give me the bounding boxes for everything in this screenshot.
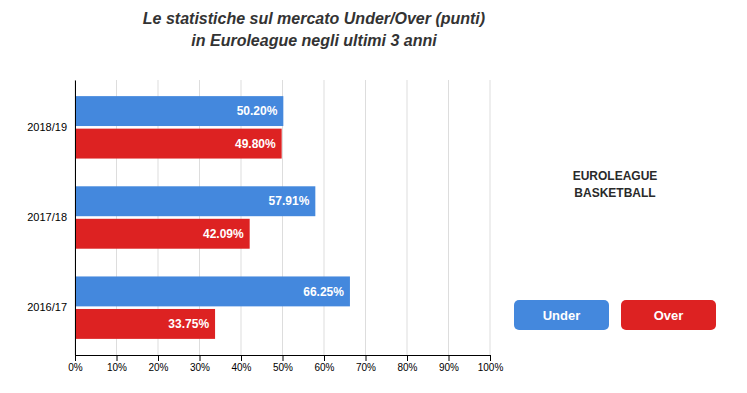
x-tick: 20% — [148, 355, 168, 373]
y-tick: 2018/19 — [27, 121, 75, 133]
bar — [75, 276, 350, 306]
bar — [75, 186, 315, 216]
y-tick-label: 2018/19 — [27, 121, 67, 133]
grid-line — [75, 80, 76, 355]
x-tick-mark — [241, 355, 242, 361]
x-tick: 10% — [107, 355, 127, 373]
y-tick: 2016/17 — [27, 301, 75, 313]
x-tick: 100% — [478, 355, 504, 373]
data-label: 49.80% — [235, 137, 276, 151]
x-tick: 90% — [439, 355, 459, 373]
x-tick-mark — [283, 355, 284, 361]
legend-label: Over — [654, 308, 684, 323]
x-tick: 0% — [68, 355, 83, 373]
legend: Under Over — [514, 300, 716, 330]
x-tick: 30% — [190, 355, 210, 373]
x-axis-line — [76, 356, 491, 362]
annotations: EUROLEAGUE BASKETBALL — [573, 169, 658, 200]
x-tick-mark — [366, 355, 367, 361]
y-tick: 2017/18 — [27, 211, 75, 223]
x-tick: 50% — [273, 355, 293, 373]
x-tick-label: 0% — [68, 362, 83, 373]
x-tick-mark — [117, 355, 118, 361]
data-label: 42.09% — [203, 227, 244, 241]
y-tick-label: 2017/18 — [27, 211, 67, 223]
x-tick: 40% — [231, 355, 251, 373]
bar — [75, 309, 215, 339]
x-tick-label: 50% — [273, 362, 293, 373]
data-label: 57.91% — [269, 194, 310, 208]
x-tick-mark — [75, 355, 76, 361]
bar — [75, 219, 250, 249]
grid-line — [407, 80, 408, 355]
grid-line — [365, 80, 366, 355]
subtitle: in Euroleague negli ultimi 3 anni — [191, 32, 437, 49]
x-tick-label: 80% — [397, 362, 417, 373]
grid-line — [490, 80, 491, 355]
x-tick: 80% — [397, 355, 417, 373]
x-tick-label: 70% — [356, 362, 376, 373]
y-tick-label: 2016/17 — [27, 301, 67, 313]
grid-line — [324, 80, 325, 355]
data-label: 33.75% — [168, 317, 209, 331]
x-tick-mark — [158, 355, 159, 361]
legend-item: Over — [621, 300, 716, 330]
x-tick-mark — [200, 355, 201, 361]
legend-item: Under — [514, 300, 609, 330]
x-tick-label: 60% — [314, 362, 334, 373]
x-tick-mark — [407, 355, 408, 361]
x-tick: 70% — [356, 355, 376, 373]
x-tick-label: 10% — [107, 362, 127, 373]
y-axis-line — [75, 81, 76, 356]
data-label: 50.20% — [237, 104, 278, 118]
x-tick-label: 100% — [478, 362, 504, 373]
x-tick-label: 40% — [231, 362, 251, 373]
grid — [75, 80, 490, 355]
legend-label: Under — [543, 308, 581, 323]
legend-swatch — [514, 300, 609, 330]
y-axis: 2018/19 2017/18 2016/17 — [27, 81, 75, 356]
annotation: EUROLEAGUE — [573, 169, 658, 183]
data-labels: 50.20% 57.91% 66.25% 49.80% 42.09% 33.75% — [168, 104, 344, 331]
x-tick-mark — [449, 355, 450, 361]
x-axis: 0% 10% 20% 30% 40% 50% 60% 70% 80% 90% 100% — [68, 355, 503, 373]
x-tick: 60% — [314, 355, 334, 373]
x-tick-mark — [324, 355, 325, 361]
bar — [75, 96, 283, 126]
data-label: 66.25% — [303, 285, 344, 299]
x-tick-label: 20% — [148, 362, 168, 373]
chart: Le statistiche sul mercato Under/Over (p… — [0, 0, 747, 393]
x-tick-mark — [490, 355, 491, 361]
grid-line — [448, 80, 449, 355]
title: Le statistiche sul mercato Under/Over (p… — [143, 10, 485, 27]
bar — [75, 129, 282, 159]
legend-swatch — [621, 300, 716, 330]
bars — [75, 96, 350, 339]
annotation: BASKETBALL — [574, 186, 655, 200]
x-tick-label: 30% — [190, 362, 210, 373]
x-tick-label: 90% — [439, 362, 459, 373]
